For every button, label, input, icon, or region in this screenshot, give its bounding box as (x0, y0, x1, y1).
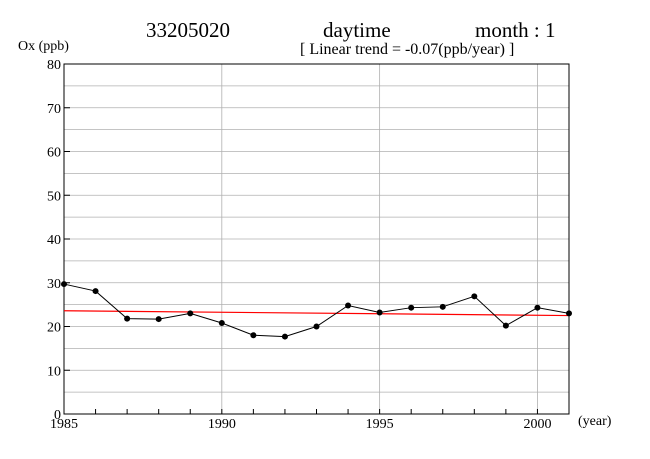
data-point (439, 303, 446, 310)
y-tick-label: 30 (47, 277, 61, 292)
y-tick-label: 60 (47, 146, 61, 161)
y-axis-label: Ox (ppb) (18, 39, 69, 54)
y-tick-label: 40 (47, 233, 61, 248)
trend-label: [ Linear trend = -0.07(ppb/year) ] (300, 41, 515, 58)
data-point (250, 332, 257, 339)
trend-line (63, 310, 570, 317)
data-point (155, 316, 162, 323)
x-tick-label: 1990 (208, 417, 236, 432)
data-point (534, 304, 541, 311)
y-tick-label: 70 (47, 102, 61, 117)
y-tick-label: 20 (47, 321, 61, 336)
grid (64, 63, 569, 415)
data-point (187, 310, 194, 317)
trend-line-group (63, 310, 570, 317)
data-point (471, 293, 478, 300)
x-tick-label: 1995 (366, 417, 394, 432)
data-point (281, 333, 288, 340)
y-tick-label: 0 (54, 408, 61, 423)
month-label: month : 1 (475, 18, 556, 42)
axis-ticks: 0 10 20 30 40 50 60 70 80 1985 1990 1995 2000 (47, 58, 570, 432)
data-point (566, 310, 572, 317)
data-point (61, 281, 67, 288)
data-point (502, 322, 509, 329)
data-point (92, 288, 99, 295)
data-point (124, 315, 131, 322)
y-tick-label: 80 (47, 58, 61, 73)
data-point (313, 323, 320, 330)
x-tick-label: 2000 (523, 417, 551, 432)
data-point (345, 302, 352, 309)
series-group (61, 281, 572, 340)
x-tick-label: 1985 (50, 417, 78, 432)
x-axis-label: (year) (578, 414, 612, 429)
period-label: daytime (323, 18, 391, 42)
data-point (376, 309, 383, 316)
y-tick-label: 10 (47, 364, 61, 379)
data-point (218, 320, 225, 326)
data-point (408, 304, 415, 311)
y-tick-label: 50 (47, 189, 61, 204)
station-id: 33205020 (146, 18, 230, 42)
